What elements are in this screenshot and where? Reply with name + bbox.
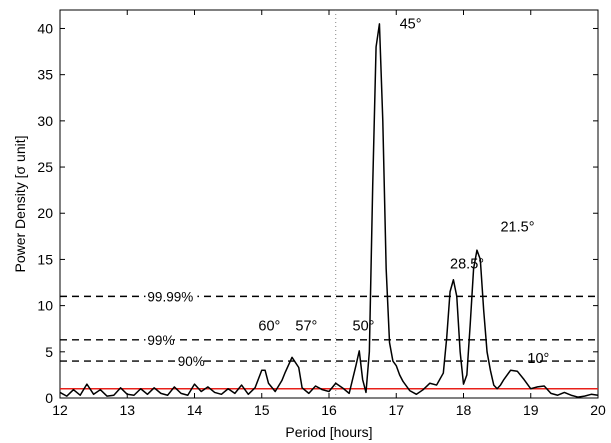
y-tick-label: 25 — [37, 159, 53, 175]
x-tick-label: 18 — [456, 402, 472, 418]
peak-annotation: 28.5° — [450, 257, 484, 273]
threshold-label-group: 90% — [175, 353, 205, 370]
x-tick-label: 17 — [388, 402, 404, 418]
x-tick-label: 19 — [523, 402, 539, 418]
x-tick-label: 12 — [52, 402, 68, 418]
y-tick-label: 35 — [37, 67, 53, 83]
peak-annotation: 50° — [353, 319, 375, 335]
x-tick-label: 20 — [590, 402, 606, 418]
plot-area: 12 13 14 15 16 17 18 19 20 0 5 10 15 20 25 30 35 40 99.99%… — [37, 9, 606, 418]
y-tick-label: 5 — [45, 344, 53, 360]
y-tick-label: 0 — [45, 390, 53, 406]
x-tick-label: 14 — [187, 402, 203, 418]
series-line-0 — [59, 23, 599, 398]
x-axis-label: Period [hours] — [285, 424, 372, 440]
threshold-label-group: 99% — [145, 331, 174, 348]
x-tick-label: 16 — [321, 402, 337, 418]
threshold-label-bg — [175, 353, 204, 370]
threshold-label-group: 99.99% — [145, 288, 198, 305]
threshold-label: 99.99% — [147, 289, 193, 304]
threshold-label-bg — [145, 331, 174, 348]
peak-annotation: 60° — [258, 319, 280, 335]
y-tick-label: 20 — [37, 205, 53, 221]
x-tick-label: 13 — [119, 402, 135, 418]
peak-annotation: 21.5° — [500, 220, 534, 236]
threshold-label-bg — [145, 288, 198, 305]
threshold-label: 99% — [147, 333, 174, 348]
threshold-label: 90% — [178, 354, 205, 369]
y-tick-label: 30 — [37, 113, 53, 129]
peak-annotation: 57° — [295, 319, 317, 335]
y-tick-label: 40 — [37, 20, 53, 36]
x-tick-label: 15 — [254, 402, 270, 418]
y-axis-label: Power Density [σ unit] — [12, 135, 28, 272]
peak-annotation: 10° — [527, 351, 549, 367]
y-tick-label: 10 — [37, 298, 53, 314]
peak-annotation: 45° — [400, 16, 422, 32]
y-tick-label: 15 — [37, 251, 53, 267]
